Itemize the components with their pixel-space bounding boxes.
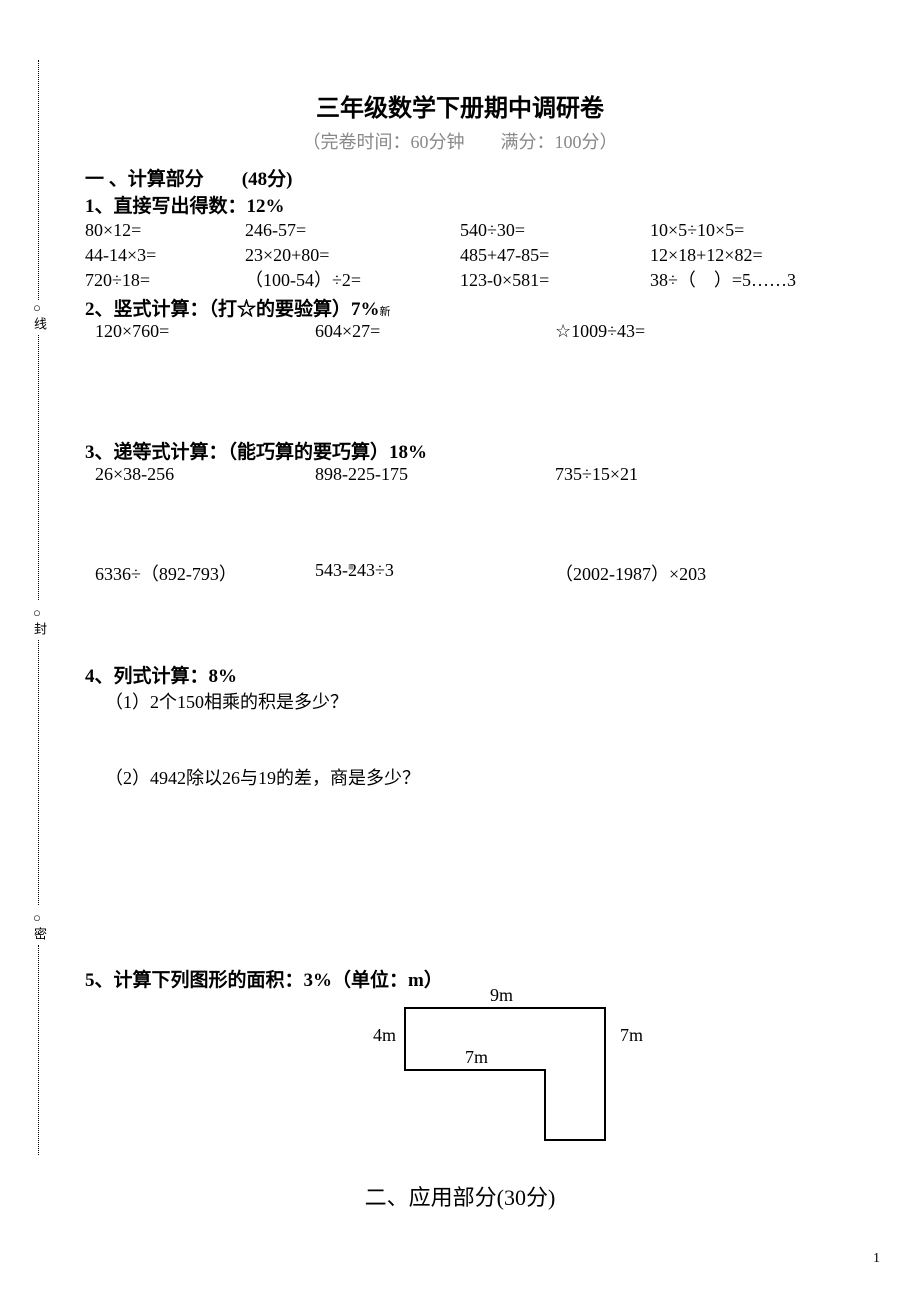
figure-label-top: 9m: [490, 985, 513, 1006]
q1-cell: 10×5÷10×5=: [650, 218, 850, 243]
center-mark: ■: [348, 562, 354, 573]
binding-dots: [38, 335, 39, 600]
binding-circle: ○: [33, 910, 41, 926]
q3-item: 898-225-175: [315, 464, 555, 485]
binding-circle: ○: [33, 300, 41, 316]
q2-header: 2、竖式计算：（打☆的要验算）7%新: [85, 294, 835, 321]
binding-margin: ○ 线 ○ 封 ○ 密: [28, 60, 48, 1160]
q4-item1: （1）2个150相乘的积是多少？: [85, 688, 835, 714]
q5-header: 5、计算下列图形的面积：3%（单位：m）: [85, 965, 835, 992]
main-content: 三年级数学下册期中调研卷 （完卷时间：60分钟 满分：100分） 一 、计算部分…: [85, 88, 835, 1212]
q4-item2: （2）4942除以26与19的差，商是多少？: [85, 764, 835, 790]
q1-cell: 38÷（ ）=5……3: [650, 268, 850, 293]
q4-header: 4、列式计算：8%: [85, 661, 835, 688]
q2-row: 120×760= 604×27= ☆1009÷43=: [85, 321, 835, 342]
page-number: 1: [873, 1251, 880, 1267]
q3-item: 6336÷（892-793）: [85, 560, 315, 586]
section-1-header: 一 、计算部分 (48分): [85, 164, 835, 191]
q1-cell: 540÷30=: [460, 218, 650, 243]
binding-dots: [38, 945, 39, 1155]
q1-cell: 23×20+80=: [245, 243, 460, 268]
q1-row1: 80×12= 246-57= 540÷30= 10×5÷10×5=: [85, 218, 835, 243]
q3-row2: 6336÷（892-793） 543-243÷3 （2002-1987）×203: [85, 560, 835, 586]
q3-header: 3、递等式计算：（能巧算的要巧算）18%: [85, 437, 835, 464]
q1-cell: 246-57=: [245, 218, 460, 243]
q3-row1: 26×38-256 898-225-175 735÷15×21: [85, 464, 835, 485]
q1-header: 1、直接写出得数：12%: [85, 191, 835, 218]
q2-item: 120×760=: [85, 321, 315, 342]
q1-cell: （100-54）÷2=: [245, 268, 460, 293]
q3-item: 735÷15×21: [555, 464, 805, 485]
page-title: 三年级数学下册期中调研卷: [85, 88, 835, 123]
q1-cell: 485+47-85=: [460, 243, 650, 268]
q2-item: ☆1009÷43=: [555, 321, 805, 342]
q1-cell: 12×18+12×82=: [650, 243, 850, 268]
q1-cell: 44-14×3=: [85, 243, 245, 268]
binding-dots: [38, 60, 39, 300]
l-shape-svg: [395, 1000, 695, 1150]
page-subtitle: （完卷时间：60分钟 满分：100分）: [85, 128, 835, 154]
q1-row2: 44-14×3= 23×20+80= 485+47-85= 12×18+12×8…: [85, 243, 835, 268]
q1-cell: 80×12=: [85, 218, 245, 243]
q2-header-note: 新: [380, 306, 391, 318]
binding-circle: ○: [33, 605, 41, 621]
q5-figure: 9m 4m 7m 7m: [395, 1000, 695, 1150]
binding-char-2: 封: [30, 622, 49, 635]
q1-cell: 123-0×581=: [460, 268, 650, 293]
figure-label-middle: 7m: [465, 1047, 488, 1068]
q3-item: （2002-1987）×203: [555, 560, 805, 586]
q2-header-text: 2、竖式计算：（打☆的要验算）7%: [85, 299, 380, 320]
q1-row3: 720÷18= （100-54）÷2= 123-0×581= 38÷（ ）=5……: [85, 268, 835, 293]
figure-label-right: 7m: [620, 1025, 643, 1046]
figure-label-left: 4m: [373, 1025, 396, 1046]
q1-cell: 720÷18=: [85, 268, 245, 293]
binding-dots: [38, 640, 39, 905]
section-2-header: 二、应用部分(30分): [85, 1180, 835, 1212]
q2-item: 604×27=: [315, 321, 555, 342]
binding-char-1: 线: [30, 317, 49, 330]
q3-item: 26×38-256: [85, 464, 315, 485]
binding-char-3: 密: [30, 927, 49, 940]
